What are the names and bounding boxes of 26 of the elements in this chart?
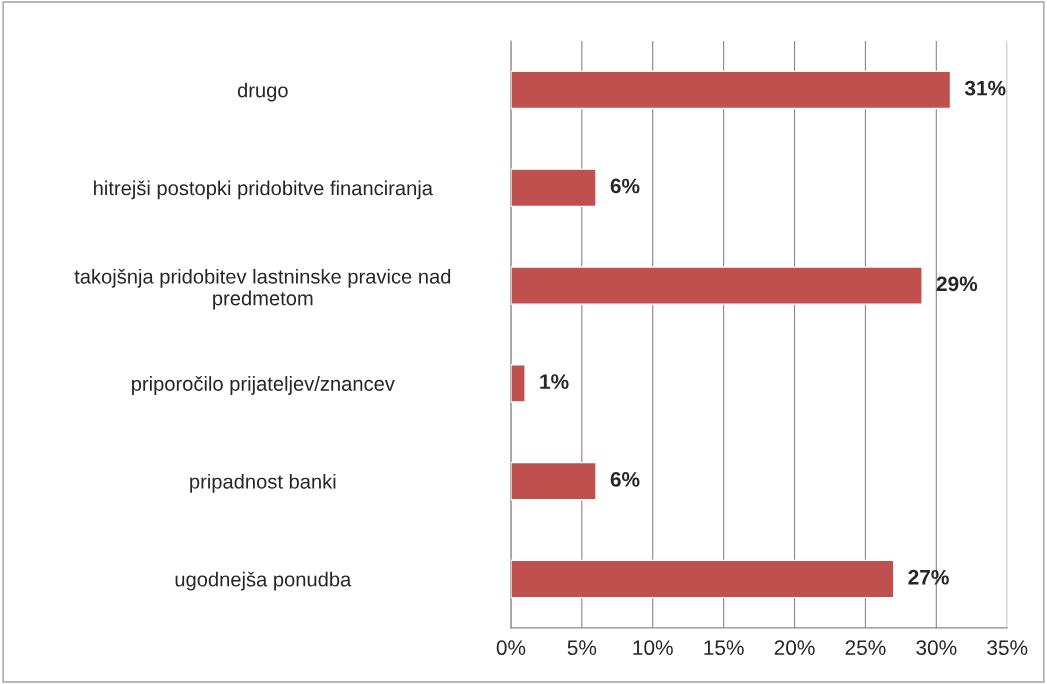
bar: [510, 266, 923, 305]
y-tick-label: hitrejši postopki pridobitve financiranja: [94, 180, 433, 200]
data-label: 29%: [936, 276, 978, 292]
bar: [510, 70, 952, 110]
y-tick-label: priporočilo prijateljev/znancev: [132, 376, 395, 395]
x-tick-label: 30%: [916, 640, 957, 656]
y-tick-label: pripadnost banki: [190, 473, 336, 493]
x-tick-label: 35%: [987, 640, 1028, 656]
y-tick-label: drugo: [237, 82, 288, 102]
bar: [510, 461, 597, 501]
data-label: 1%: [540, 374, 569, 389]
x-tick-label: 15%: [704, 640, 744, 656]
x-tick-label: 5%: [567, 640, 597, 656]
bar: [510, 364, 526, 403]
data-label: 6%: [610, 178, 640, 194]
data-label: 31%: [964, 80, 1006, 96]
x-tick-label: 25%: [845, 640, 886, 656]
x-tick-label: 10%: [633, 640, 673, 656]
bar: [510, 559, 895, 599]
data-label: 27%: [908, 569, 949, 585]
bar: [510, 168, 597, 208]
data-label: 6%: [610, 472, 640, 487]
x-tick-label: 20%: [774, 640, 815, 656]
x-tick-label: 0%: [496, 640, 526, 656]
y-tick-label: takojšnja pridobitev lastninske pravice nad predmetom: [74, 268, 451, 310]
y-tick-label: ugodnejša ponudba: [175, 571, 352, 591]
